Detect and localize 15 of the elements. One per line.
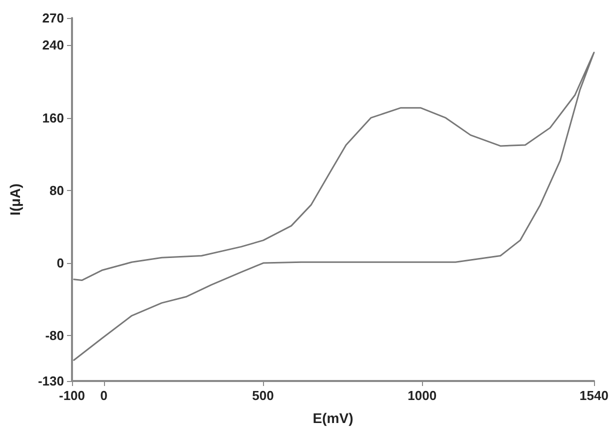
y-tick-label: 270	[42, 10, 64, 26]
x-tick-label: 500	[252, 388, 274, 403]
y-tick-label: 80	[50, 182, 64, 198]
y-axis-title: I(μA)	[7, 184, 23, 216]
x-tick-label: 1540	[580, 388, 608, 403]
y-tick-label: 160	[42, 110, 64, 126]
y-tick-label: -80	[45, 328, 64, 344]
x-tick-label: -100	[58, 388, 86, 403]
line-series	[73, 52, 595, 361]
x-axis-title: E(mV)	[312, 410, 354, 426]
x-tick-label: 0	[100, 388, 108, 403]
x-tick-label: 1000	[408, 388, 437, 403]
y-tick-label: -130	[38, 374, 64, 388]
y-tick-label: 240	[42, 38, 64, 53]
y-tick-label: 0	[56, 256, 64, 271]
